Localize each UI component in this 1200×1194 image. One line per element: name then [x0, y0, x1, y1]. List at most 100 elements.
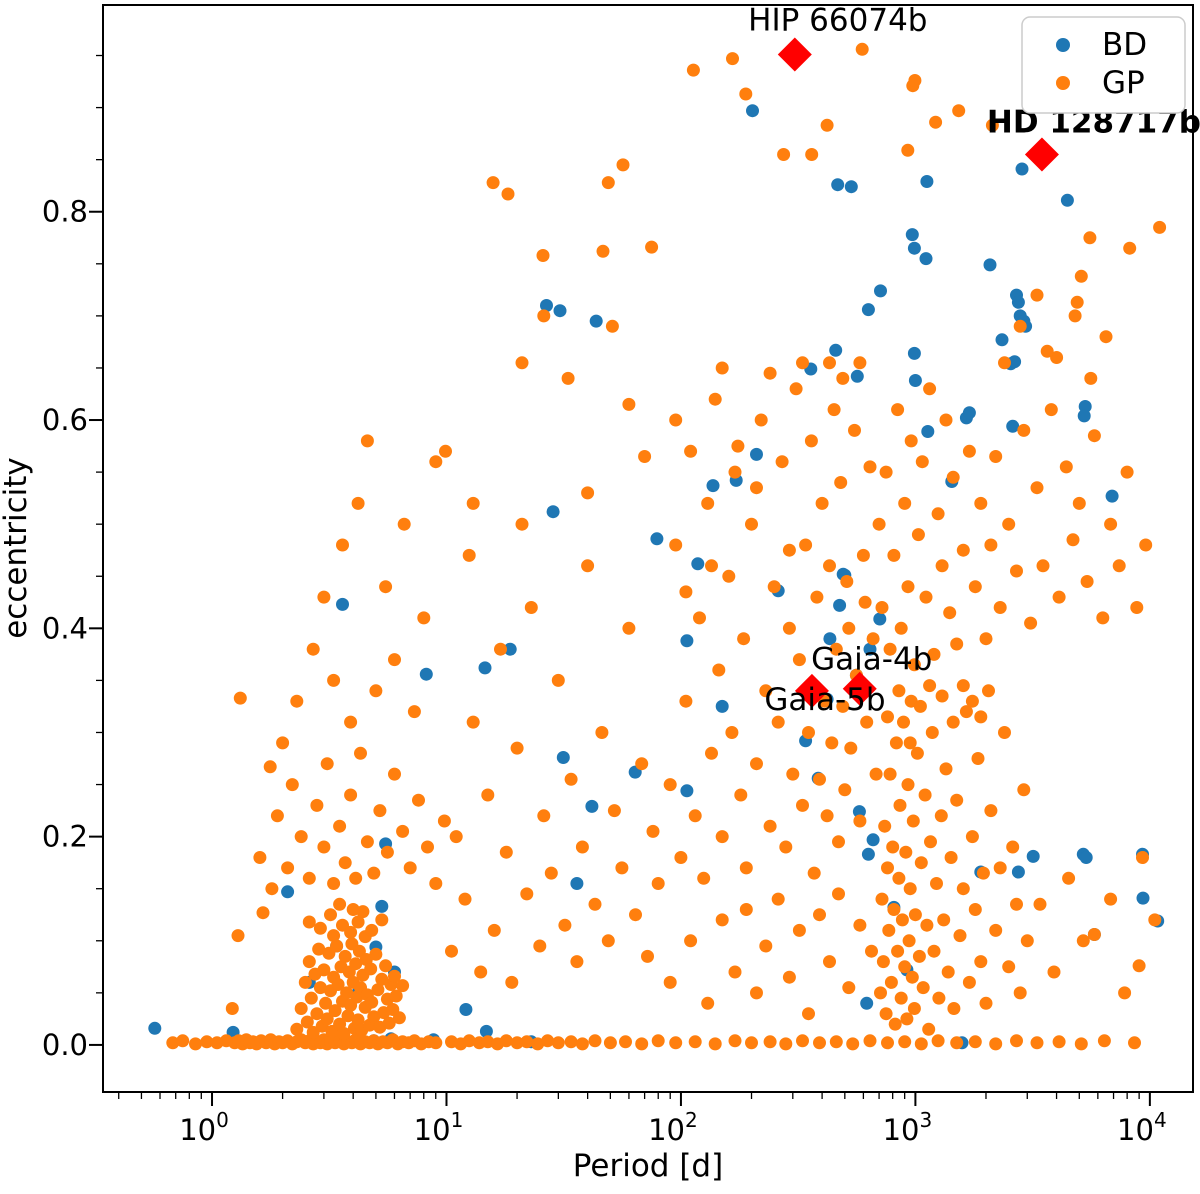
- highlight-diamond: [842, 671, 877, 706]
- data-point-gp: [396, 979, 410, 993]
- data-point-gp: [899, 845, 913, 859]
- x-tick-label: 100: [179, 1108, 229, 1147]
- data-point-gp: [1099, 330, 1113, 344]
- data-point-gp: [429, 455, 443, 469]
- data-point-gp: [1104, 892, 1118, 906]
- data-point-gp: [595, 726, 609, 739]
- data-point-gp: [985, 118, 999, 132]
- data-point-gp: [1010, 564, 1023, 578]
- data-point-gp: [1020, 934, 1034, 948]
- data-point-gp: [1050, 351, 1064, 364]
- data-point-gp: [989, 450, 1003, 463]
- data-point-gp: [616, 158, 630, 172]
- data-point-gp: [884, 975, 898, 989]
- data-point-gp: [820, 809, 834, 823]
- data-point-gp: [745, 517, 758, 531]
- data-point-bd: [907, 241, 921, 255]
- data-point-gp: [588, 1034, 602, 1048]
- data-point-gp: [904, 434, 918, 448]
- data-point-gp: [939, 413, 953, 427]
- data-point-gp: [379, 580, 393, 594]
- data-point-gp: [775, 455, 789, 469]
- data-point-gp: [651, 877, 665, 890]
- data-point-gp: [290, 1022, 304, 1036]
- data-point-gp: [923, 679, 937, 693]
- data-point-bd: [873, 612, 887, 626]
- data-point-gp: [789, 382, 803, 396]
- data-point-gp: [827, 403, 841, 417]
- data-point-gp: [351, 915, 365, 929]
- data-point-gp: [796, 1034, 809, 1048]
- data-point-gp: [200, 1035, 214, 1049]
- data-point-gp: [984, 538, 998, 552]
- data-point-gp: [802, 1007, 815, 1021]
- data-point-gp: [270, 809, 284, 823]
- data-point-gp: [984, 804, 998, 818]
- data-point-gp: [836, 371, 850, 385]
- data-point-bd: [1011, 865, 1025, 879]
- data-point-gp: [317, 840, 331, 854]
- data-point-gp: [396, 824, 410, 838]
- data-point-gp: [935, 559, 949, 573]
- data-point-gp: [701, 996, 715, 1010]
- data-point-gp: [1062, 871, 1076, 885]
- data-point-gp: [759, 939, 773, 953]
- data-point-gp: [887, 548, 901, 562]
- data-point-gp: [1070, 295, 1084, 309]
- data-point-gp: [231, 929, 245, 943]
- data-point-gp: [701, 496, 715, 510]
- data-point-gp: [956, 679, 970, 693]
- data-point-gp: [375, 913, 389, 927]
- data-point-gp: [737, 632, 751, 646]
- highlight-diamond: [1024, 137, 1059, 172]
- data-point-gp: [536, 249, 550, 262]
- data-point-gp: [708, 1037, 722, 1051]
- data-point-gp: [1080, 575, 1094, 588]
- data-point-gp: [294, 1002, 308, 1015]
- data-point-gp: [722, 569, 736, 583]
- data-point-gp: [771, 892, 785, 906]
- data-point-gp: [777, 148, 791, 161]
- data-point-gp: [354, 746, 367, 760]
- data-point-gp: [1013, 986, 1027, 1000]
- data-point-gp: [712, 663, 726, 677]
- data-point-gp: [551, 673, 565, 687]
- data-point-bd: [1077, 409, 1091, 423]
- data-point-bd: [921, 425, 935, 438]
- data-point-gp: [575, 840, 589, 854]
- data-point-gp: [956, 882, 970, 896]
- data-point-gp: [601, 176, 615, 190]
- data-point-gp: [918, 788, 932, 802]
- data-point-gp: [445, 944, 458, 958]
- data-point-gp: [820, 118, 834, 132]
- data-point-gp: [310, 1007, 324, 1021]
- data-point-gp: [474, 965, 488, 979]
- data-point-gp: [313, 981, 327, 995]
- data-point-gp: [786, 767, 800, 781]
- data-point-gp: [998, 726, 1011, 739]
- data-point-gp: [499, 1034, 513, 1048]
- x-tick-label: 101: [414, 1108, 464, 1147]
- data-point-gp: [892, 684, 906, 698]
- data-point-gp: [645, 240, 659, 254]
- data-point-gp: [449, 830, 463, 844]
- data-point-gp: [924, 835, 937, 849]
- data-point-gp: [605, 319, 619, 333]
- data-point-gp: [950, 1036, 964, 1050]
- data-point-gp: [693, 611, 706, 625]
- data-point-gp: [1068, 309, 1082, 323]
- data-point-bd: [850, 369, 864, 383]
- data-point-gp: [1130, 601, 1144, 614]
- data-point-gp: [968, 1035, 982, 1049]
- data-point-gp: [379, 959, 393, 973]
- data-point-gp: [622, 621, 636, 635]
- data-point-gp: [537, 809, 551, 823]
- data-point-gp: [1030, 288, 1044, 302]
- data-point-gp: [929, 115, 943, 129]
- data-point-bd: [983, 258, 997, 272]
- data-point-bd: [680, 784, 694, 798]
- data-point-gp: [836, 699, 850, 713]
- data-point-gp: [759, 684, 773, 698]
- data-point-gp: [989, 923, 1003, 937]
